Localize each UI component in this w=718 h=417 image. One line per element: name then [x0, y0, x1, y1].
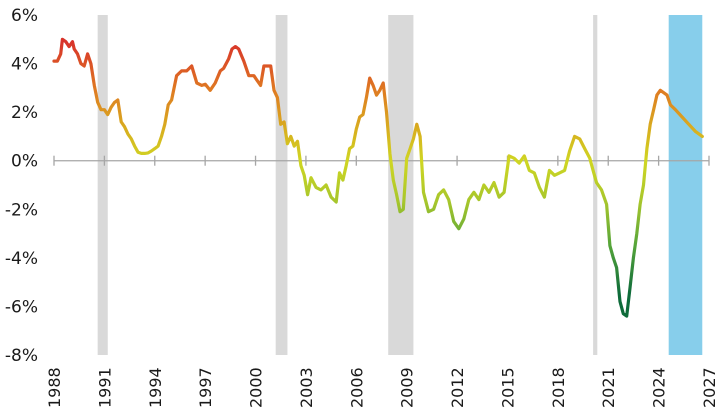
y-tick-label: 4%: [11, 55, 38, 75]
x-tick-label: 2015: [498, 367, 517, 408]
x-tick-label: 2021: [599, 367, 618, 408]
x-tick-label: 1997: [196, 367, 215, 408]
recession-band: [593, 15, 598, 355]
recession-band: [275, 15, 288, 355]
forecast-band: [668, 15, 703, 355]
y-tick-label: 0%: [11, 152, 38, 172]
y-tick-label: -6%: [5, 297, 38, 317]
recession-band: [388, 15, 414, 355]
x-tick-label: 2009: [398, 367, 417, 408]
x-tick-label: 2027: [700, 367, 718, 408]
shaded-bands: [97, 15, 703, 355]
x-tick-label: 2018: [549, 367, 568, 408]
x-tick-label: 2024: [650, 367, 669, 408]
y-tick-label: -8%: [5, 346, 38, 366]
x-axis-labels: 1988 1991 1994 1997 2000 2003 2006 2009 2012 2015…: [45, 367, 718, 408]
y-tick-label: -4%: [5, 249, 38, 269]
x-axis: [53, 155, 710, 166]
x-tick-label: 2003: [297, 367, 316, 408]
x-tick-label: 2012: [448, 367, 467, 408]
x-tick-label: 1991: [95, 367, 114, 408]
y-axis-labels: 6% 4% 2% 0% -2% -4% -6% -8%: [5, 6, 38, 366]
y-tick-label: -2%: [5, 200, 38, 220]
x-tick-label: 1988: [45, 367, 64, 408]
x-tick-label: 1994: [146, 367, 165, 408]
x-tick-label: 2006: [347, 367, 366, 408]
y-tick-label: 2%: [11, 103, 38, 123]
y-tick-label: 6%: [11, 6, 38, 26]
recession-band: [97, 15, 108, 355]
series-line: [52, 37, 704, 318]
x-tick-label: 2000: [247, 367, 266, 408]
